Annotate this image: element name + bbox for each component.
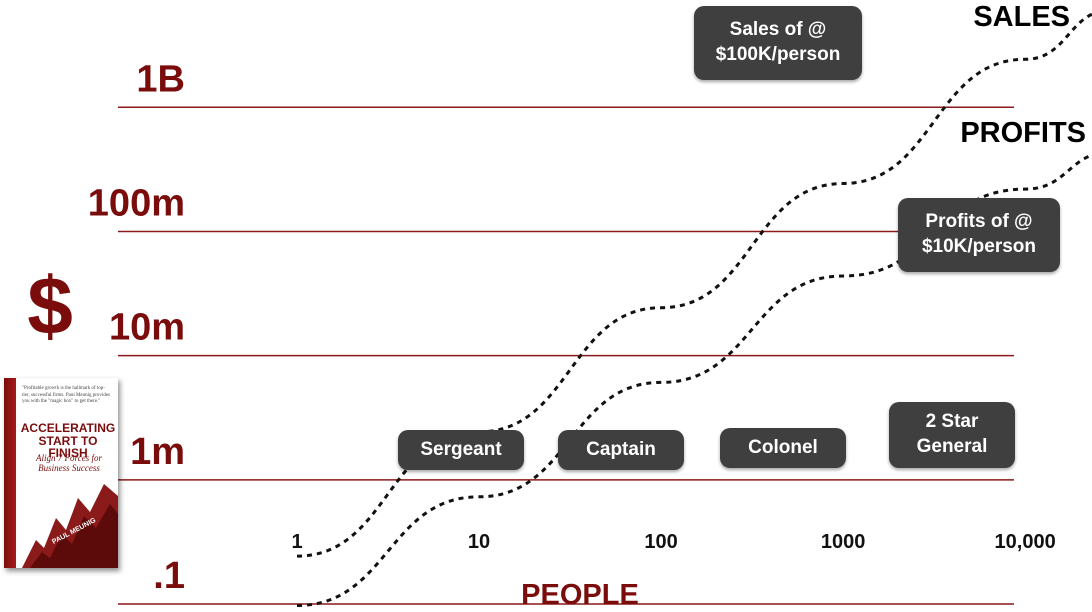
- y-tick-label: .1: [153, 555, 185, 597]
- y-axis-symbol: $: [27, 261, 73, 352]
- x-tick-label: 10: [468, 531, 490, 553]
- x-tick-label: 1000: [821, 531, 866, 553]
- y-tick-label: 1B: [136, 58, 185, 100]
- y-tick-labels: .1 1m 10m 100m 1B: [88, 58, 185, 597]
- sales-callout: Sales of @ $100K/person: [694, 6, 862, 80]
- x-tick-label: 10,000: [995, 531, 1056, 553]
- series-line-sales: [296, 12, 1092, 558]
- rank-2-star-general: 2 Star General: [889, 402, 1015, 468]
- book-arrows-graphic: [22, 484, 118, 568]
- book-cover: "Profitable growth is the hallmark of to…: [4, 378, 118, 568]
- book-subtitle: Align 7 Forces for Business Success: [36, 453, 102, 473]
- y-tick-label: 1m: [130, 431, 185, 473]
- series-lines: SALES PROFITS: [296, 1, 1092, 607]
- x-tick-label: 1: [291, 531, 302, 553]
- rank-sergeant: Sergeant: [398, 430, 524, 470]
- x-tick-labels: 1 10 100 1000 10,000: [291, 531, 1055, 553]
- y-tick-label: 100m: [88, 182, 185, 224]
- gridlines: [118, 106, 1014, 605]
- rank-captain: Captain: [558, 430, 684, 470]
- x-tick-label: 100: [644, 531, 677, 553]
- profits-callout: Profits of @ $10K/person: [898, 198, 1060, 272]
- series-label-sales: SALES: [973, 1, 1070, 33]
- book-spine: [4, 378, 16, 568]
- series-label-profits: PROFITS: [960, 117, 1086, 149]
- x-axis-label: PEOPLE: [521, 579, 639, 611]
- book-title: ACCELERATING START TO FINISH: [20, 421, 116, 461]
- y-tick-label: 10m: [109, 307, 185, 349]
- series-line-profits: [296, 153, 1092, 607]
- book-blurb: "Profitable growth is the hallmark of to…: [22, 386, 110, 404]
- rank-colonel: Colonel: [720, 428, 846, 468]
